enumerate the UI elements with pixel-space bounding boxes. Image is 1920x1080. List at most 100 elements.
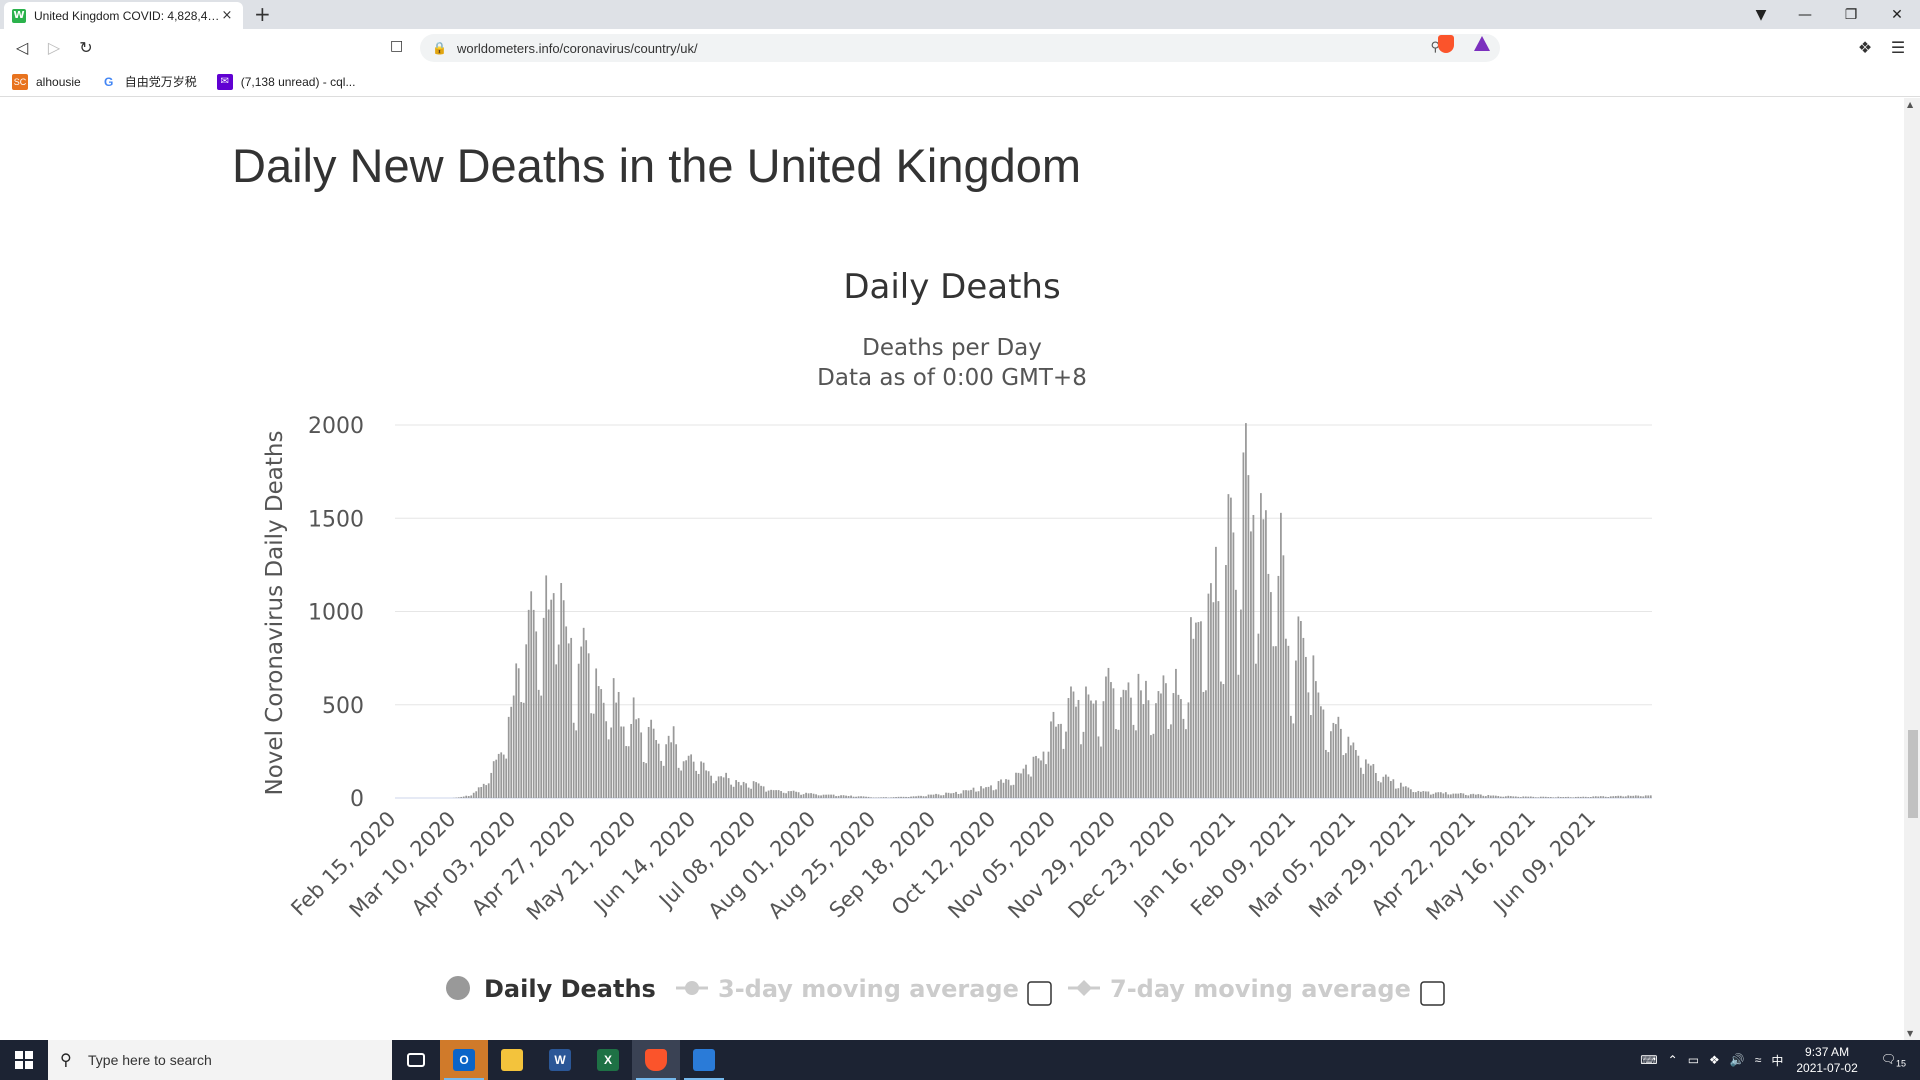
notification-center-icon[interactable]: 🗨15 (1880, 1051, 1906, 1069)
restore-button[interactable]: ❐ (1844, 6, 1858, 23)
zoom-icon[interactable]: ⚲ (1430, 40, 1440, 55)
bar-daily-deaths[interactable] (1310, 715, 1312, 798)
bar-daily-deaths[interactable] (1150, 735, 1152, 798)
bar-daily-deaths[interactable] (1594, 796, 1597, 798)
bar-daily-deaths[interactable] (1285, 638, 1287, 798)
bar-daily-deaths[interactable] (1290, 715, 1292, 798)
bar-daily-deaths[interactable] (1010, 785, 1012, 798)
bar-daily-deaths[interactable] (1464, 794, 1467, 798)
bar-daily-deaths[interactable] (632, 697, 635, 798)
bar-daily-deaths[interactable] (997, 781, 1000, 798)
bar-daily-deaths[interactable] (785, 793, 787, 798)
taskbar-word[interactable]: W (536, 1040, 584, 1080)
bar-daily-deaths[interactable] (1275, 646, 1277, 798)
bar-daily-deaths[interactable] (1647, 795, 1650, 798)
bar-daily-deaths[interactable] (487, 783, 490, 798)
bar-daily-deaths[interactable] (967, 790, 970, 798)
bar-daily-deaths[interactable] (1115, 729, 1117, 798)
bar-daily-deaths[interactable] (1639, 796, 1642, 798)
bar-daily-deaths[interactable] (980, 786, 982, 798)
bar-daily-deaths[interactable] (530, 591, 533, 798)
bar-daily-deaths[interactable] (1607, 796, 1610, 798)
forward-icon[interactable]: ▷ (47, 38, 61, 57)
bar-daily-deaths[interactable] (1312, 655, 1315, 798)
bookmark-item-2[interactable]: ✉ (7,138 unread) - cql... (216, 73, 355, 90)
bar-daily-deaths[interactable] (560, 583, 563, 798)
bar-daily-deaths[interactable] (1025, 764, 1027, 798)
bar-daily-deaths[interactable] (992, 790, 995, 798)
bar-daily-deaths[interactable] (1102, 701, 1105, 798)
bar-daily-deaths[interactable] (1539, 796, 1542, 798)
bar-daily-deaths[interactable] (805, 792, 807, 798)
bar-daily-deaths[interactable] (642, 761, 645, 798)
scroll-up-icon[interactable]: ▲ (1907, 100, 1914, 109)
bar-daily-deaths[interactable] (1504, 796, 1507, 798)
bar-daily-deaths[interactable] (792, 790, 795, 798)
legend-label-7day[interactable]: 7-day moving average (1110, 975, 1411, 1003)
bar-daily-deaths[interactable] (522, 702, 525, 798)
bar-daily-deaths[interactable] (1522, 796, 1525, 798)
bar-daily-deaths[interactable] (525, 644, 528, 798)
bar-daily-deaths[interactable] (942, 795, 945, 798)
bar-daily-deaths[interactable] (990, 785, 992, 798)
bar-daily-deaths[interactable] (1392, 779, 1395, 798)
bar-daily-deaths[interactable] (1252, 514, 1255, 798)
bar-daily-deaths[interactable] (592, 713, 595, 798)
bar-daily-deaths[interactable] (717, 776, 720, 798)
bar-daily-deaths[interactable] (725, 772, 727, 798)
bar-daily-deaths[interactable] (962, 790, 965, 798)
bar-daily-deaths[interactable] (905, 796, 907, 798)
bar-daily-deaths[interactable] (1107, 667, 1110, 798)
bar-daily-deaths[interactable] (482, 783, 485, 798)
bar-daily-deaths[interactable] (1207, 593, 1210, 798)
bar-daily-deaths[interactable] (940, 795, 942, 798)
taskbar-outlook[interactable]: O (440, 1040, 488, 1080)
bar-daily-deaths[interactable] (777, 790, 780, 798)
bar-daily-deaths[interactable] (917, 795, 920, 798)
bar-daily-deaths[interactable] (602, 702, 605, 798)
bar-daily-deaths[interactable] (975, 791, 977, 798)
bar-daily-deaths[interactable] (587, 653, 590, 798)
bar-daily-deaths[interactable] (680, 770, 683, 798)
bar-daily-deaths[interactable] (617, 691, 620, 798)
bar-daily-deaths[interactable] (1265, 510, 1267, 798)
bar-daily-deaths[interactable] (1020, 773, 1022, 798)
bar-daily-deaths[interactable] (965, 790, 967, 798)
bar-daily-deaths[interactable] (1157, 691, 1160, 798)
bar-daily-deaths[interactable] (1379, 782, 1382, 798)
bar-daily-deaths[interactable] (1529, 796, 1532, 798)
bar-daily-deaths[interactable] (1292, 723, 1295, 798)
bar-daily-deaths[interactable] (1624, 796, 1627, 798)
bar-daily-deaths[interactable] (552, 593, 555, 798)
bar-daily-deaths[interactable] (1097, 736, 1100, 798)
bar-daily-deaths[interactable] (1604, 796, 1607, 798)
bar-daily-deaths[interactable] (1177, 694, 1180, 798)
bar-daily-deaths[interactable] (1257, 633, 1260, 798)
bar-daily-deaths[interactable] (1374, 772, 1377, 798)
bar-daily-deaths[interactable] (1589, 797, 1592, 798)
legend-label-3day[interactable]: 3-day moving average (718, 975, 1019, 1003)
bar-daily-deaths[interactable] (1095, 700, 1097, 798)
bar-daily-deaths[interactable] (1202, 691, 1205, 798)
bar-daily-deaths[interactable] (502, 754, 505, 798)
bar-daily-deaths[interactable] (615, 702, 618, 798)
bar-daily-deaths[interactable] (1364, 759, 1367, 798)
bar-daily-deaths[interactable] (1409, 789, 1412, 798)
bar-daily-deaths[interactable] (820, 795, 822, 798)
bar-daily-deaths[interactable] (745, 783, 747, 798)
bar-daily-deaths[interactable] (1629, 795, 1632, 798)
keyboard-icon[interactable]: ⌨ (1640, 1053, 1658, 1067)
bar-daily-deaths[interactable] (1649, 795, 1652, 798)
bar-daily-deaths[interactable] (857, 796, 860, 798)
bar-daily-deaths[interactable] (1295, 660, 1297, 798)
bar-daily-deaths[interactable] (1337, 716, 1340, 798)
brave-rewards-icon[interactable] (1474, 36, 1490, 51)
dropbox-icon[interactable]: ❖ (1709, 1053, 1720, 1067)
bar-daily-deaths[interactable] (575, 730, 578, 798)
bar-daily-deaths[interactable] (1047, 751, 1050, 798)
bar-daily-deaths[interactable] (1247, 475, 1250, 798)
bar-daily-deaths[interactable] (1552, 797, 1555, 798)
bar-daily-deaths[interactable] (500, 752, 503, 798)
ime-indicator[interactable]: 中 (1771, 1053, 1784, 1068)
bar-daily-deaths[interactable] (1359, 767, 1362, 798)
